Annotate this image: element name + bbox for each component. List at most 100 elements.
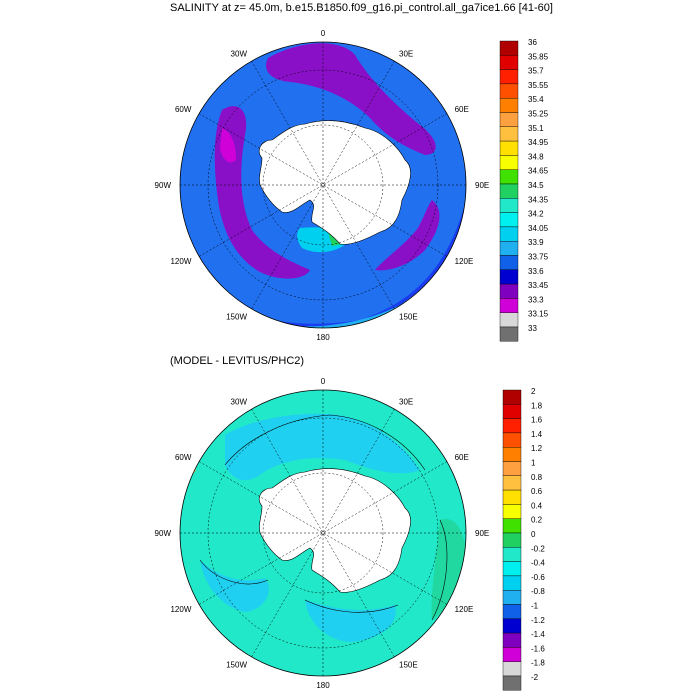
lon-label: 60W (175, 105, 192, 114)
colorbar-cell (502, 418, 522, 434)
bottom-green-region-east (431, 519, 466, 620)
colorbar-label: 33.45 (528, 281, 549, 290)
colorbar-label: 1.6 (531, 416, 543, 425)
colorbar-label: 35.25 (528, 110, 549, 119)
colorbar-cell (502, 575, 522, 591)
top-map-title: SALINITY at z= 45.0m, b.e15.B1850.f09_g1… (170, 2, 553, 14)
colorbar-cell (502, 489, 522, 505)
colorbar-label: 34.05 (528, 224, 549, 233)
colorbar-label: 34.95 (528, 138, 549, 147)
colorbar-label: 35.4 (528, 95, 544, 104)
colorbar-label: -0.8 (531, 587, 545, 596)
colorbar-label: 34.65 (528, 167, 549, 176)
lon-label: 120W (170, 605, 191, 614)
colorbar-cell (502, 518, 522, 534)
colorbar-cell (502, 618, 522, 634)
colorbar-label: 0.2 (531, 516, 543, 525)
lon-label: 30W (231, 397, 248, 406)
colorbar-cell (502, 632, 522, 648)
top-purple-band-atlantic (266, 43, 436, 156)
colorbar-label: -2 (531, 673, 539, 682)
lon-label: 30W (231, 49, 248, 58)
top-salinity-map: 0 30E 60E 90E 120E 150E 180 150W 120W 90W 60W 30W (155, 29, 490, 342)
colorbar-cell (499, 326, 519, 342)
lon-label: 60E (455, 105, 469, 114)
top-magenta-patch (220, 128, 236, 163)
colorbar-label: 35.7 (528, 67, 544, 76)
colorbar-cell (499, 155, 519, 170)
colorbar-cell (499, 283, 519, 299)
colorbar-label: 33.75 (528, 253, 549, 262)
colorbar-label: 33 (528, 324, 537, 333)
bottom-light-blue-region-atlantic (225, 413, 420, 481)
bottom-red-patch (183, 460, 191, 476)
lon-label: 0 (321, 377, 326, 386)
lon-label: 120E (455, 257, 474, 266)
bottom-light-blue-region-ross (305, 600, 396, 642)
lon-label: 90E (475, 529, 489, 538)
bottom-colorbar: 2 1.8 1.6 1.4 1.2 1 0.8 0.6 0.4 0.2 0 -0.2 -0.4 -0.6 -… (502, 387, 545, 691)
colorbar-cell (502, 661, 522, 677)
colorbar-label: 35.55 (528, 81, 549, 90)
colorbar-label: 34.5 (528, 181, 544, 190)
lon-label: 150E (399, 313, 418, 322)
colorbar-cell (502, 389, 522, 405)
colorbar-label: -0.6 (531, 573, 545, 582)
colorbar-cell (499, 312, 519, 328)
lon-label: 150E (399, 661, 418, 670)
colorbar-label: 0 (531, 530, 536, 539)
bottom-difference-map: 0 30E 60E 90E 120E 150E 180 150W 120W 90W 60W 30W (155, 377, 490, 690)
bottom-longitude-labels: 0 30E 60E 90E 120E 150E 180 150W 120W 90W 60W 30W (155, 377, 490, 690)
top-purple-band-pacific (214, 106, 310, 279)
colorbar-cell (499, 298, 519, 313)
colorbar-cell (502, 404, 522, 419)
bottom-contour-lines (199, 414, 448, 621)
colorbar-cell (499, 240, 519, 256)
colorbar-cell (499, 255, 519, 271)
lon-label: 60E (455, 453, 469, 462)
colorbar-label: 1.2 (531, 444, 543, 453)
colorbar-label: 1.8 (531, 401, 543, 410)
top-graticule (180, 42, 466, 328)
colorbar-label: -0.4 (531, 559, 545, 568)
lon-label: 150W (226, 661, 247, 670)
colorbar-cell (502, 561, 522, 577)
lon-label: 0 (321, 29, 326, 38)
colorbar-cell (502, 532, 522, 548)
bottom-graticule (180, 390, 466, 676)
top-map-border (179, 41, 467, 329)
colorbar-cell (499, 97, 519, 113)
colorbar-label: 35.1 (528, 124, 544, 133)
colorbar-cell (502, 504, 522, 519)
colorbar-label: 0.6 (531, 487, 543, 496)
colorbar-cell (502, 432, 522, 448)
colorbar-cell (502, 604, 522, 620)
colorbar-cell (499, 212, 519, 228)
top-colorbar: 36 35.85 35.7 35.55 35.4 35.25 35.1 34.95 34.8 34… (499, 38, 549, 342)
colorbar-label: 36 (528, 38, 537, 47)
colorbar-cell (499, 140, 519, 156)
colorbar-cell (502, 461, 522, 477)
colorbar-label: 1.4 (531, 430, 543, 439)
top-longitude-labels: 0 30E 60E 90E 120E 150E 180 150W 120W 90W 60W 30W (155, 29, 490, 342)
bottom-light-blue-region-pacific (200, 560, 269, 612)
colorbar-label: -1.8 (531, 659, 545, 668)
colorbar-cell (502, 475, 522, 491)
lon-label: 90W (155, 529, 172, 538)
colorbar-cell (499, 55, 519, 70)
colorbar-cell (499, 83, 519, 99)
colorbar-label: -0.2 (531, 544, 545, 553)
lon-label: 180 (316, 333, 330, 342)
colorbar-label: -1.6 (531, 644, 545, 653)
lon-label: 90W (155, 181, 172, 190)
colorbar-cell (502, 675, 522, 691)
lon-label: 150W (226, 313, 247, 322)
colorbar-cell (499, 269, 519, 285)
colorbar-label: -1.4 (531, 630, 545, 639)
colorbar-cell (499, 40, 519, 56)
colorbar-label: 33.6 (528, 267, 544, 276)
colorbar-cell (499, 183, 519, 199)
colorbar-label: -1 (531, 602, 539, 611)
colorbar-label: 0.8 (531, 473, 543, 482)
